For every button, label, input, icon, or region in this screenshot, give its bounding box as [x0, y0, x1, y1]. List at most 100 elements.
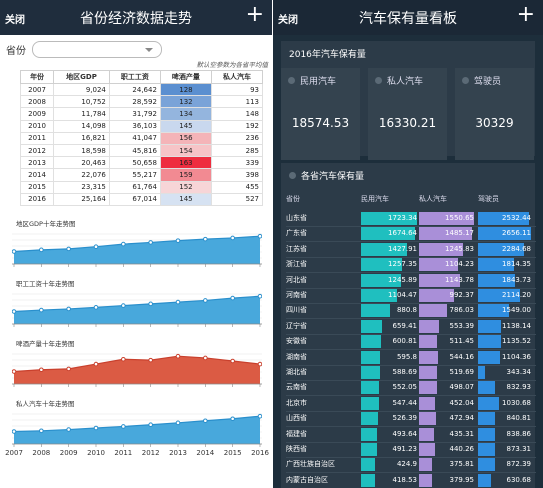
- private-bar: [419, 396, 436, 410]
- row-divider: [286, 241, 536, 243]
- right-add-icon[interactable]: +: [516, 2, 535, 27]
- province-row: 浙江省 1257.35 1104.23 1814.35: [286, 257, 536, 272]
- private-bar: [419, 381, 437, 395]
- private-bar: [419, 227, 472, 241]
- trend-point: [148, 301, 153, 307]
- driver-value: 832.93: [506, 383, 532, 392]
- trend-line: [13, 235, 261, 253]
- trend-point: [66, 427, 71, 432]
- trend-point: [148, 422, 153, 428]
- trend-point: [39, 428, 44, 434]
- table-row: 2014 22,076 55,217 159 398: [19, 168, 264, 182]
- trend-chart-title: 私人汽车十年走势图: [16, 400, 75, 408]
- province-row: 辽宁省 659.41 553.39 1138.14: [286, 319, 536, 334]
- driver-value: 2284.68: [502, 244, 531, 253]
- right-close-button[interactable]: 关闭: [278, 15, 298, 26]
- year-tick-label: 2014: [196, 449, 215, 457]
- civil-bar: [361, 381, 379, 395]
- left-add-icon[interactable]: +: [245, 2, 264, 27]
- private-car-cell: 113: [210, 95, 264, 109]
- table-row: 2013 20,463 50,658 163 339: [19, 156, 264, 170]
- trend-point: [66, 306, 71, 312]
- province-select[interactable]: [32, 40, 162, 58]
- trend-area: [14, 236, 260, 264]
- private-value: 1550.65: [445, 214, 474, 222]
- province-name: 江苏省: [286, 244, 307, 253]
- driver-bar: [478, 258, 515, 272]
- private-bar: [419, 412, 436, 426]
- private-car-cell: 527: [210, 192, 264, 206]
- province-name: 河北省: [286, 275, 307, 284]
- civil-bar: [361, 242, 408, 256]
- private-bar: [419, 242, 464, 256]
- civil-value: 1104.47: [388, 291, 417, 299]
- civil-value: 659.41: [392, 321, 418, 330]
- private-value: 435.31: [449, 429, 475, 438]
- civil-value: 526.39: [392, 414, 418, 423]
- driver-value: 1104.36: [502, 352, 531, 361]
- row-divider: [286, 472, 536, 474]
- row-divider: [286, 349, 536, 351]
- year-cell: 2010: [19, 119, 55, 133]
- province-name: 广西壮族自治区: [286, 460, 335, 469]
- civil-value: 493.64: [392, 429, 418, 438]
- wage-cell: 45,816: [108, 143, 161, 158]
- civil-bar: [361, 258, 402, 272]
- stat-label-driver: 驾驶员: [474, 77, 502, 87]
- private-bar: [419, 458, 433, 472]
- beer-cell: 159: [159, 168, 212, 182]
- row-divider: [286, 426, 536, 428]
- driver-value: 630.68: [506, 475, 532, 484]
- province-name: 广东省: [286, 229, 307, 238]
- driver-bar: [478, 443, 496, 456]
- trend-point: [121, 424, 126, 429]
- gdp-cell: 9,024: [53, 82, 110, 97]
- table-row: 2015 23,315 61,764 152 455: [19, 180, 264, 194]
- province-name: 陕西省: [286, 445, 307, 453]
- row-divider: [286, 287, 536, 289]
- driver-value: 840.81: [506, 414, 532, 423]
- civil-bar: [361, 227, 416, 241]
- default-param-note: 默认空参数为各省平均值: [196, 61, 269, 69]
- province-row: 江苏省 1427.91 1245.83 2284.68: [286, 242, 536, 257]
- year-cell: 2008: [19, 95, 55, 109]
- trend-chart-title: 地区GDP十年走势图: [16, 220, 76, 228]
- civil-value: 547.44: [392, 398, 418, 407]
- driver-bar: [478, 396, 499, 410]
- row-divider: [286, 380, 536, 381]
- trend-point: [257, 361, 262, 367]
- driver-bar: [478, 273, 515, 287]
- private-value: 452.04: [449, 398, 475, 407]
- year-cell: 2013: [19, 156, 55, 170]
- private-value: 992.37: [449, 291, 475, 299]
- private-bar: [419, 258, 459, 272]
- driver-bar: [478, 412, 495, 426]
- private-bar: [419, 350, 439, 364]
- private-value: 544.16: [449, 352, 475, 361]
- trend-point: [203, 236, 208, 242]
- province-row: 内蒙古自治区 418.53 379.95 630.68: [286, 473, 536, 488]
- left-page-title: 省份经济数据走势: [80, 11, 192, 27]
- left-close-button[interactable]: 关闭: [5, 15, 25, 26]
- private-value: 472.94: [449, 414, 475, 423]
- year-tick-label: 2016: [251, 449, 269, 457]
- stat-label-civil: 民用汽车: [300, 77, 337, 87]
- wage-cell: 28,592: [108, 95, 161, 109]
- trend-point: [230, 358, 235, 364]
- driver-bar: [478, 427, 495, 441]
- col-province: 省份: [286, 195, 300, 203]
- province-row: 福建省 493.64 435.31 838.86: [286, 427, 536, 442]
- private-car-cell: 455: [210, 180, 264, 194]
- gdp-cell: 16,821: [53, 131, 110, 145]
- driver-value: 1135.52: [502, 337, 531, 346]
- year-axis: 2007 2008 2009 2010 2011 2012 2013 2014 2015 2016: [0, 449, 272, 461]
- trend-point: [93, 425, 99, 431]
- dot-icon: [375, 77, 382, 84]
- province-name: 辽宁省: [286, 321, 307, 330]
- civil-bar: [361, 458, 375, 472]
- civil-bar: [361, 366, 381, 379]
- trend-point: [175, 238, 181, 243]
- province-row: 湖北省 588.69 519.69 343.34: [286, 365, 536, 380]
- private-bar: [419, 289, 455, 302]
- row-divider: [286, 364, 536, 366]
